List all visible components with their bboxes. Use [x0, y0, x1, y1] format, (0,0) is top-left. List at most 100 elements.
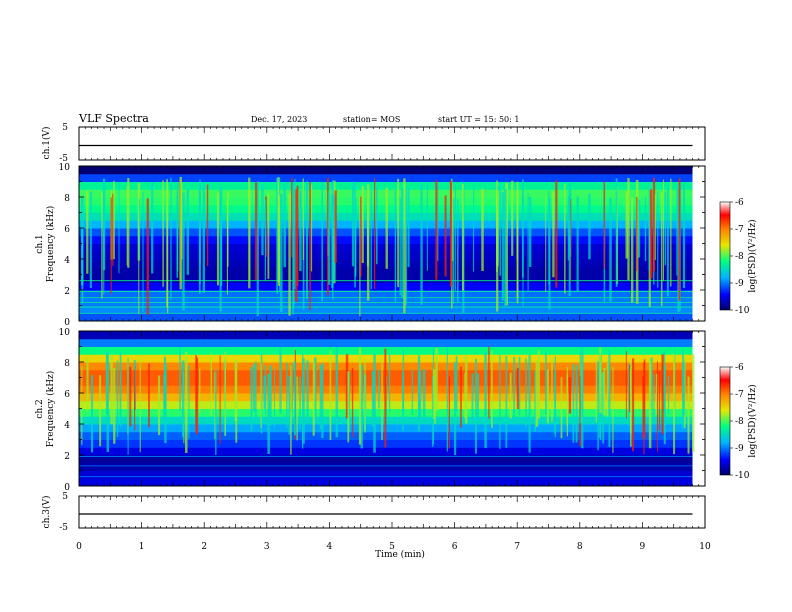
spec2-burst: [568, 377, 572, 414]
spec2-burst: [471, 373, 474, 419]
spec1-burst: [332, 195, 336, 282]
spec2-burst: [81, 366, 83, 445]
spec1-burst: [678, 178, 681, 301]
spec1-burst: [305, 181, 309, 300]
spec2-burst: [273, 368, 276, 429]
spec2-burst: [455, 356, 458, 412]
spec1-burst: [226, 199, 229, 295]
spec2-burst: [302, 352, 304, 449]
spec2-band: [79, 478, 693, 487]
spec1-band: [79, 266, 693, 275]
spec1-burst: [373, 177, 376, 290]
spec2-burst: [312, 361, 315, 436]
spec2-burst: [599, 347, 602, 414]
spec2-ytick-2: 2: [64, 452, 70, 462]
spec1-burst: [615, 178, 618, 287]
spec1-burst: [167, 184, 169, 314]
spec1-burst: [276, 177, 279, 294]
spec2-burst: [518, 357, 521, 416]
spec1-burst: [528, 196, 532, 267]
cb1-tick-label: -10: [735, 306, 750, 316]
spec2-burst: [219, 355, 221, 444]
spec1-burst: [481, 188, 484, 272]
spec1-ylabel-text: ch.1Frequency (kHz): [35, 206, 56, 283]
ch3-ytick-bottom: -5: [59, 523, 68, 533]
spec2-burst: [91, 374, 94, 453]
ch2-colorbar-scale: [719, 366, 731, 476]
x-tick-label: 3: [264, 542, 270, 552]
spec2-burst: [129, 366, 132, 427]
spec1-burst: [552, 191, 555, 278]
spec2-burst: [581, 346, 584, 449]
spec2-burst: [534, 370, 536, 432]
spec1-burst: [220, 186, 223, 286]
spec2-burst: [373, 353, 376, 453]
spec2-burst: [290, 364, 292, 455]
spec2-ytick-0: 0: [64, 483, 70, 493]
spec2-burst: [269, 365, 272, 426]
spec1-burst: [456, 199, 459, 302]
spec1-burst: [603, 181, 605, 270]
spec2-burst: [575, 364, 578, 443]
spec2-burst: [388, 354, 391, 412]
spec2-burst: [279, 347, 282, 414]
spec1-burst: [137, 182, 141, 261]
spec2-band: [79, 462, 693, 471]
spec2-burst: [215, 369, 217, 455]
spec2-burst: [319, 365, 322, 430]
spec2-ytick-6: 6: [64, 390, 70, 400]
spec2-burst: [509, 372, 512, 419]
spec2-burst: [566, 367, 568, 437]
spec2-burst: [597, 361, 599, 451]
spec2-burst: [643, 359, 646, 439]
spec1-burst: [564, 183, 566, 294]
spec2-burst: [329, 350, 332, 440]
spec1-burst: [527, 192, 529, 291]
spec2-burst: [402, 371, 404, 431]
x-tick-label: 8: [577, 542, 583, 552]
spec2-burst: [224, 351, 226, 436]
spec1-burst: [264, 199, 267, 281]
spec2-band: [79, 470, 693, 479]
spec2-burst: [113, 368, 116, 444]
spec1-burst: [516, 198, 518, 260]
spec1-burst: [328, 190, 331, 285]
spec2-burst: [608, 349, 611, 447]
spec1-ytick-0: 0: [64, 318, 70, 328]
spec2-burst: [210, 352, 213, 417]
spec1-burst: [283, 183, 286, 268]
spec2-burst: [446, 347, 448, 452]
spec2-burst: [288, 376, 291, 435]
spec2-burst: [199, 368, 201, 414]
spec2-burst: [488, 346, 490, 419]
spec1-burst: [568, 182, 571, 296]
ch1-ytick-top: 5: [62, 123, 68, 133]
spec1-burst: [248, 177, 251, 289]
spec1-burst: [499, 181, 501, 276]
x-tick-label: 0: [76, 542, 82, 552]
spec1-burst: [636, 196, 638, 272]
spec1-burst: [504, 189, 507, 306]
ch2-colorbar: log(PSD)(V²/Hz) -6 -7 -8 -9 -10: [719, 363, 758, 481]
spec2-burst: [119, 352, 122, 427]
spec1-burst: [576, 196, 579, 292]
spec1-burst: [334, 190, 337, 263]
spec2-burst: [347, 371, 350, 443]
spec2-burst: [499, 355, 501, 449]
spec2-burst: [411, 369, 414, 415]
spec2-band: [79, 447, 693, 456]
ch3-ylabel: ch.3(V): [41, 496, 52, 529]
spec1-burst: [375, 186, 378, 265]
spec2-burst: [418, 371, 422, 424]
spec2-burst: [474, 358, 477, 454]
spec1-burst: [267, 193, 270, 279]
spec1-burst: [202, 182, 205, 293]
spec2-burst: [454, 361, 457, 455]
spec1-burst: [461, 183, 464, 291]
spec1-burst: [444, 195, 447, 277]
spec2-ylabel-text: ch.2Frequency (kHz): [35, 371, 56, 448]
spec1-burst: [292, 182, 295, 309]
spec1-band: [79, 297, 693, 306]
spec2-burst: [682, 361, 685, 416]
spec2-burst: [291, 362, 293, 415]
